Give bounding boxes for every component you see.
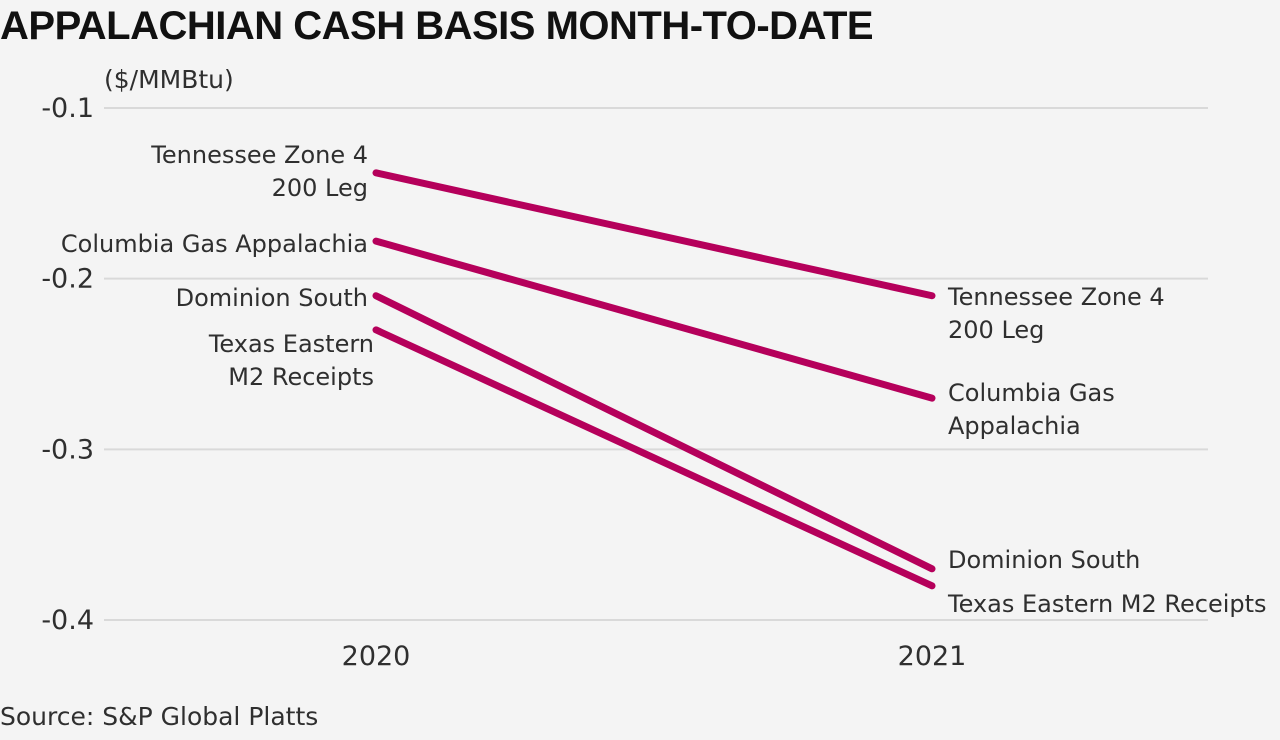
series-label-end: Dominion South	[948, 546, 1140, 574]
x-tick-label: 2020	[342, 641, 411, 672]
series-label-start: Tennessee Zone 4	[150, 141, 368, 169]
series-label-start: M2 Receipts	[228, 363, 374, 391]
series-line	[372, 169, 936, 300]
series-label-end: Texas Eastern M2 Receipts	[947, 590, 1267, 618]
x-tick-label: 2021	[898, 641, 967, 672]
series-line	[372, 237, 936, 402]
series-line	[372, 292, 936, 573]
series-label-start: 200 Leg	[272, 174, 368, 202]
gridlines	[104, 107, 1208, 621]
series-line	[372, 326, 936, 590]
series-label-start: Columbia Gas Appalachia	[61, 230, 368, 258]
series-label-start: Texas Eastern	[208, 330, 374, 358]
y-axis-unit-label: ($/MMBtu)	[104, 65, 234, 94]
y-tick-label: -0.1	[41, 93, 94, 124]
y-axis-tick-labels: -0.1 -0.2 -0.3 -0.4	[41, 93, 94, 636]
chart-title: APPALACHIAN CASH BASIS MONTH-TO-DATE	[0, 4, 874, 48]
y-tick-label: -0.3	[41, 434, 94, 465]
series-label-end: Appalachia	[948, 412, 1081, 440]
series-label-start: Dominion South	[176, 284, 368, 312]
series-label-end: 200 Leg	[948, 316, 1044, 344]
x-axis-tick-labels: 2020 2021	[342, 641, 967, 672]
y-tick-label: -0.4	[41, 605, 94, 636]
series-label-end: Columbia Gas	[948, 379, 1115, 407]
series-lines	[372, 169, 936, 590]
y-tick-label: -0.2	[41, 264, 94, 295]
series-label-end: Tennessee Zone 4	[947, 283, 1165, 311]
source-note: Source: S&P Global Platts	[0, 702, 319, 731]
series-labels: Tennessee Zone 4 200 Leg Tennessee Zone 4 2…	[61, 141, 1267, 618]
